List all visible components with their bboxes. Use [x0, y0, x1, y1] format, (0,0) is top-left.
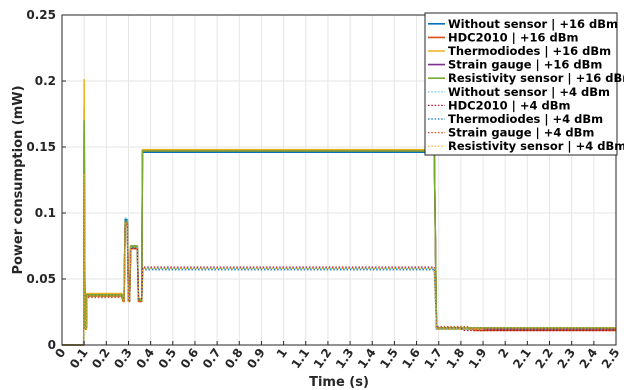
- legend-label: Resistivity sensor | +4 dBm: [448, 139, 624, 153]
- y-tick-label: 0.25: [26, 8, 56, 22]
- legend-label: Strain gauge | +4 dBm: [448, 126, 594, 140]
- legend-label: Without sensor | +4 dBm: [448, 85, 610, 99]
- y-tick-label: 0.2: [35, 74, 56, 88]
- legend-label: Thermodiodes | +16 dBm: [448, 44, 611, 58]
- legend-label: Strain gauge | +16 dBm: [448, 58, 602, 72]
- y-tick-label: 0.05: [26, 272, 56, 286]
- grid-lines: [61, 14, 617, 346]
- y-tick-label: 0: [48, 338, 56, 352]
- y-tick-label: 0.15: [26, 140, 56, 154]
- legend-label: HDC2010 | +16 dBm: [448, 30, 578, 44]
- legend-label: Resistivity sensor | +16 dBm: [448, 71, 624, 85]
- series-line-6: [62, 199, 616, 346]
- y-tick-label: 0.1: [35, 206, 56, 220]
- series-lines: [62, 78, 616, 346]
- legend-box: [424, 12, 618, 156]
- axis-ticks: [61, 14, 617, 346]
- legend-label: Without sensor | +16 dBm: [448, 17, 618, 31]
- series-line-9: [62, 172, 616, 346]
- legend-label: HDC2010 | +4 dBm: [448, 98, 570, 112]
- x-axis-label: Time (s): [309, 375, 369, 390]
- axes-frame: [61, 14, 617, 346]
- y-axis-label: Power consumption (mW): [11, 85, 26, 274]
- y-tick-labels: 0 0.05 0.1 0.15 0.2 0.25: [26, 8, 56, 352]
- legend-label: Thermodiodes | +4 dBm: [448, 112, 603, 126]
